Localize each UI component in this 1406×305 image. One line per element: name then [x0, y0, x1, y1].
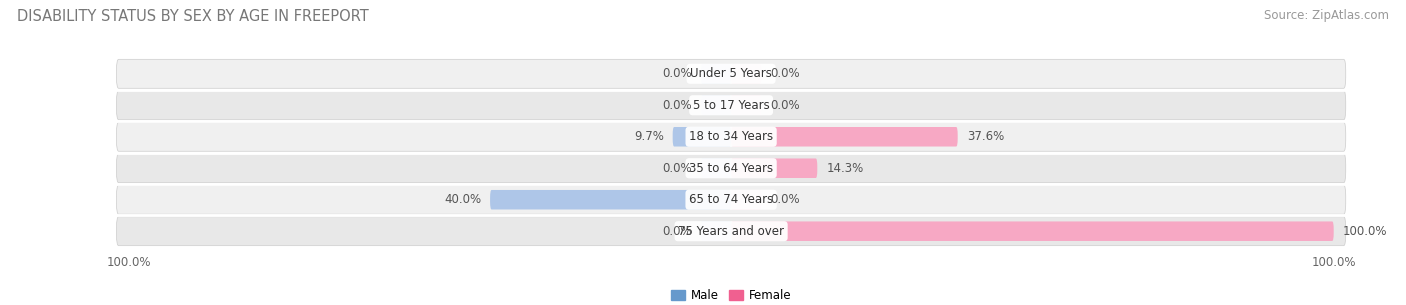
Text: 0.0%: 0.0% [662, 225, 692, 238]
Text: 0.0%: 0.0% [662, 67, 692, 80]
Text: 100.0%: 100.0% [1343, 225, 1388, 238]
Text: 0.0%: 0.0% [770, 67, 800, 80]
Text: 35 to 64 Years: 35 to 64 Years [689, 162, 773, 175]
Text: Under 5 Years: Under 5 Years [690, 67, 772, 80]
FancyBboxPatch shape [702, 95, 731, 115]
FancyBboxPatch shape [117, 122, 1346, 151]
Text: DISABILITY STATUS BY SEX BY AGE IN FREEPORT: DISABILITY STATUS BY SEX BY AGE IN FREEP… [17, 9, 368, 24]
Text: 0.0%: 0.0% [662, 162, 692, 175]
Text: Source: ZipAtlas.com: Source: ZipAtlas.com [1264, 9, 1389, 22]
Text: 65 to 74 Years: 65 to 74 Years [689, 193, 773, 206]
Text: 40.0%: 40.0% [444, 193, 481, 206]
FancyBboxPatch shape [731, 127, 957, 146]
FancyBboxPatch shape [491, 190, 731, 210]
FancyBboxPatch shape [702, 159, 731, 178]
Text: 37.6%: 37.6% [967, 130, 1004, 143]
FancyBboxPatch shape [731, 221, 1334, 241]
Text: 18 to 34 Years: 18 to 34 Years [689, 130, 773, 143]
Text: 0.0%: 0.0% [770, 193, 800, 206]
FancyBboxPatch shape [117, 59, 1346, 88]
Text: 0.0%: 0.0% [770, 99, 800, 112]
FancyBboxPatch shape [731, 159, 817, 178]
FancyBboxPatch shape [117, 217, 1346, 246]
FancyBboxPatch shape [731, 95, 761, 115]
Legend: Male, Female: Male, Female [666, 284, 796, 305]
Text: 5 to 17 Years: 5 to 17 Years [693, 99, 769, 112]
FancyBboxPatch shape [117, 185, 1346, 214]
Text: 75 Years and over: 75 Years and over [678, 225, 785, 238]
FancyBboxPatch shape [731, 190, 761, 210]
Text: 9.7%: 9.7% [634, 130, 664, 143]
Text: 0.0%: 0.0% [662, 99, 692, 112]
FancyBboxPatch shape [672, 127, 731, 146]
FancyBboxPatch shape [702, 64, 731, 84]
FancyBboxPatch shape [702, 221, 731, 241]
FancyBboxPatch shape [117, 154, 1346, 183]
FancyBboxPatch shape [117, 91, 1346, 120]
Text: 14.3%: 14.3% [827, 162, 863, 175]
FancyBboxPatch shape [731, 64, 761, 84]
